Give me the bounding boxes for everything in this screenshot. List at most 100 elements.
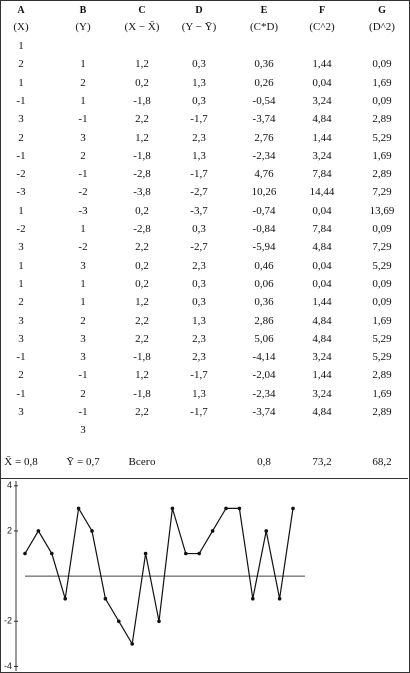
table-cell: -3 (16, 186, 26, 199)
table-cell: 1 (18, 259, 24, 272)
table-cell: 2 (80, 314, 86, 327)
table-cell: 7,84 (312, 223, 332, 235)
data-point (224, 506, 228, 511)
data-point (277, 596, 282, 601)
data-point (251, 596, 255, 601)
table-cell: -1,7 (190, 168, 208, 181)
table-cell: 1,44 (312, 296, 332, 309)
table-cell: 2,3 (192, 259, 206, 272)
table-cell: 0,06 (254, 277, 274, 290)
table-cell: 2,89 (372, 406, 392, 418)
table-cell: 3,24 (312, 387, 332, 400)
table-cell: 3 (80, 351, 86, 364)
table-cell: 1,3 (192, 387, 206, 400)
table-cell: 5,29 (372, 259, 392, 272)
table-cell: -1 (16, 351, 26, 364)
table-cell: -2,34 (252, 387, 276, 400)
table-cell: 2,3 (192, 332, 206, 345)
table-cell: 2,3 (192, 351, 206, 364)
table-cell: -2 (16, 168, 26, 181)
table-cell: 5,29 (372, 332, 392, 345)
table-cell: 1,44 (312, 369, 332, 382)
data-point (143, 551, 148, 556)
table-cell: (C*D) (249, 21, 279, 33)
table-cell: A (17, 5, 25, 16)
table-cell: 2,2 (135, 113, 149, 126)
table-cell: (Y − Ȳ) (181, 21, 217, 33)
table-cell: -2,34 (252, 149, 276, 162)
y-tick-label: 2 (7, 525, 12, 535)
table-cell: -1 (16, 94, 26, 107)
table-cell: 13,69 (369, 204, 395, 217)
table-cell: X̄ = 0,8 (4, 456, 38, 468)
table-cell: 0,04 (312, 259, 332, 272)
table-cell: 4,84 (312, 314, 332, 327)
table-cell: 5,29 (372, 131, 392, 144)
table-cell: 0,36 (254, 296, 274, 309)
table-cell: 3 (18, 332, 24, 345)
table-cell: 7,84 (312, 168, 332, 181)
table-cell: 3 (18, 314, 24, 327)
table-cell: 0,09 (372, 296, 392, 309)
table-cell: -1,8 (133, 149, 151, 162)
table-cell: -1,8 (133, 387, 151, 400)
table-cell: -0,84 (252, 223, 276, 235)
table-cell: (X − X̄) (124, 21, 160, 33)
table-cell: (D^2) (369, 21, 395, 33)
table-cell: 2 (80, 76, 86, 89)
table-cell: 1 (80, 58, 86, 71)
table-cell: G (378, 5, 386, 16)
table-cell: 1,69 (372, 149, 392, 162)
table-cell: (C^2) (309, 21, 335, 33)
table-cell: F (318, 5, 326, 16)
table-cell: -2,04 (252, 369, 276, 382)
table-cell: 1,2 (135, 296, 149, 309)
table-cell: -0,74 (252, 204, 276, 217)
table-cell: 0,26 (254, 76, 274, 89)
table-cell: 68,2 (372, 456, 392, 468)
table-cell: 1,2 (135, 131, 149, 144)
table-cell: 0,09 (372, 277, 392, 290)
table-cell: 3 (80, 332, 86, 345)
table-cell: 1,69 (372, 314, 392, 327)
table-cell: 0,3 (192, 277, 206, 290)
chart: -4 -2 2 4 (4, 480, 305, 671)
divider (0, 478, 408, 479)
table-cell: -1 (16, 387, 26, 400)
table-cell: -2 (78, 241, 88, 254)
table-cell: 2,2 (135, 314, 149, 327)
table-cell: 1,44 (312, 131, 332, 144)
table-cell: 1 (18, 277, 24, 290)
table-cell: 1,69 (372, 387, 392, 400)
data-point (50, 551, 54, 556)
table-cell: 5,06 (254, 332, 274, 345)
data-point (197, 551, 201, 556)
table-cell: -5,94 (252, 241, 276, 254)
table-cell: 3 (18, 113, 24, 126)
table-cell: -3 (78, 204, 88, 217)
table-cell: B (79, 5, 87, 16)
table-cell: -2 (16, 223, 26, 235)
table-cell: 2,3 (192, 131, 206, 144)
table-cell: -1 (78, 168, 88, 181)
data-point (90, 529, 94, 533)
table-cell: 1,2 (135, 58, 149, 71)
table-cell: 1 (80, 223, 86, 235)
table-cell: 1 (80, 296, 86, 309)
table-cell: 0,04 (312, 204, 332, 217)
table-cell: -1 (78, 406, 88, 418)
data-point (291, 506, 295, 511)
table-cell: 2,86 (254, 314, 274, 327)
table-cell: -2,7 (190, 241, 208, 254)
table-cell: 1,69 (372, 76, 392, 89)
data-point (63, 596, 67, 601)
table-cell: 2,89 (372, 113, 392, 126)
table-cell: 2 (18, 369, 24, 382)
data-point (23, 551, 27, 556)
table-cell: 1,2 (135, 369, 149, 382)
table-cell: -1,8 (133, 94, 151, 107)
data-point (264, 529, 269, 533)
data-point (130, 642, 134, 646)
data-point (103, 596, 108, 601)
